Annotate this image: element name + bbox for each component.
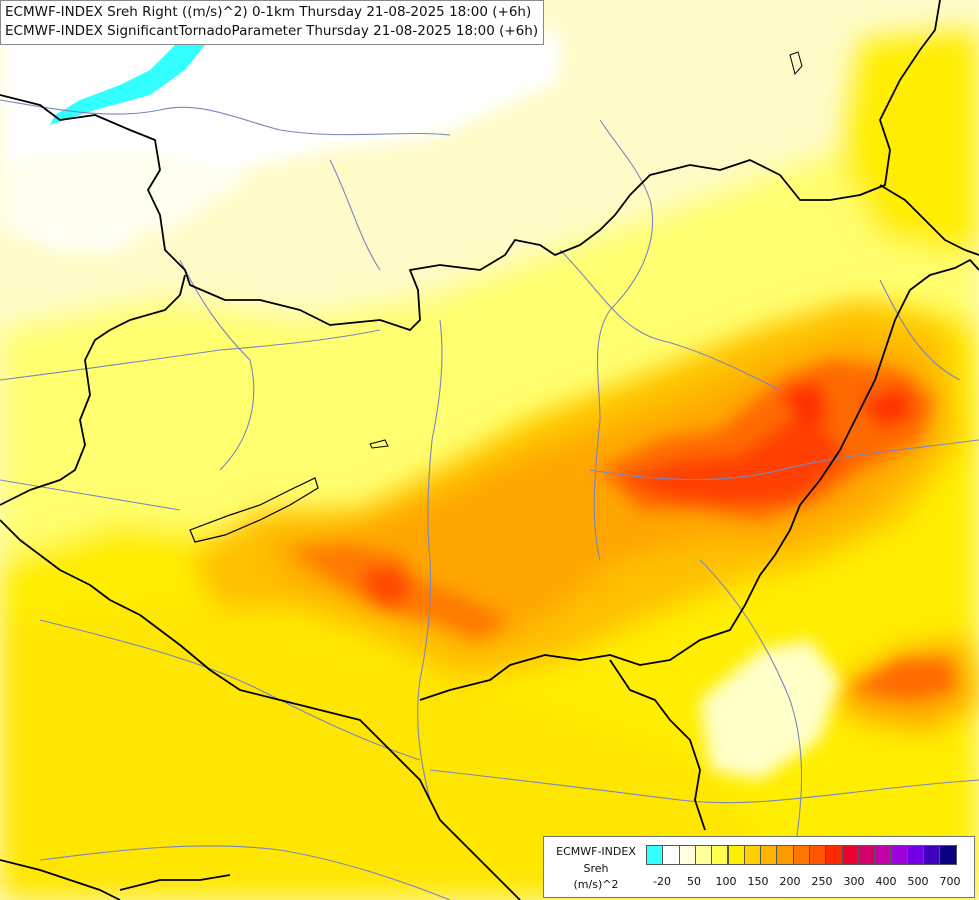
legend-swatch (711, 845, 729, 865)
legend-swatch (727, 845, 745, 865)
legend-swatch (678, 845, 696, 865)
legend-swatch (825, 845, 843, 865)
legend-swatch (874, 845, 892, 865)
legend-swatch (890, 845, 908, 865)
legend-tick-label: 50 (687, 875, 701, 888)
color-legend: ECMWF-INDEX Sreh (m/s)^2 -20 50 100 150 200 2… (543, 836, 975, 898)
legend-swatch (841, 845, 859, 865)
legend-tick-label: 700 (939, 875, 961, 888)
legend-swatch (694, 845, 713, 865)
legend-swatch (792, 845, 810, 865)
legend-swatch (857, 845, 876, 865)
legend-swatch (776, 845, 794, 865)
legend-title-line-2: Sreh (583, 862, 609, 875)
legend-swatch (646, 845, 664, 865)
legend-swatch (662, 845, 680, 865)
legend-tick-label: 250 (811, 875, 833, 888)
legend-tick-label: -20 (653, 875, 671, 888)
pale-patch-southeast (700, 640, 840, 780)
lake-balaton (189, 477, 319, 543)
legend-tick-label: 200 (779, 875, 801, 888)
cyan-patch (50, 40, 205, 125)
legend-swatch (939, 845, 957, 865)
legend-tick-label: 300 (843, 875, 865, 888)
legend-tick-label: 100 (715, 875, 737, 888)
legend-swatch (906, 845, 925, 865)
legend-tick-label: 150 (747, 875, 769, 888)
field-layer-red (290, 360, 955, 700)
legend-title-line-1: ECMWF-INDEX (556, 845, 636, 858)
legend-swatch (743, 845, 762, 865)
legend-swatch (760, 845, 778, 865)
legend-swatch (809, 845, 827, 865)
title-line-1: ECMWF-INDEX Sreh Right ((m/s)^2) 0-1km T… (5, 4, 532, 20)
rivers (0, 99, 979, 900)
legend-tick-label: 400 (875, 875, 897, 888)
legend-swatch (923, 845, 941, 865)
legend-tick-label: 500 (907, 875, 929, 888)
title-line-2: ECMWF-INDEX SignificantTornadoParameter … (5, 23, 539, 39)
lake-small (369, 439, 389, 449)
title-box: ECMWF-INDEX Sreh Right ((m/s)^2) 0-1km T… (0, 0, 545, 45)
legend-title-line-3: (m/s)^2 (573, 878, 619, 891)
lake-north (789, 51, 803, 76)
